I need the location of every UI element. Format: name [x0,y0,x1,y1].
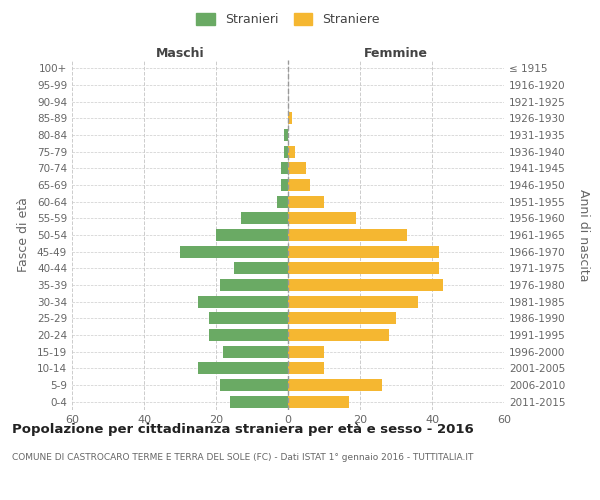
Bar [220,379,288,391]
Legend: Stranieri, Straniere: Stranieri, Straniere [193,8,383,30]
Bar [288,312,396,324]
Bar [288,379,382,391]
Bar [209,312,288,324]
Bar [277,196,288,207]
Bar [288,362,324,374]
Bar [223,346,288,358]
Bar [288,146,295,158]
Bar [288,262,439,274]
Bar [281,179,288,191]
Bar [288,296,418,308]
Bar [216,229,288,241]
Bar [288,396,349,407]
Bar [209,329,288,341]
Bar [288,229,407,241]
Bar [198,296,288,308]
Text: Femmine: Femmine [364,47,428,60]
Text: Popolazione per cittadinanza straniera per età e sesso - 2016: Popolazione per cittadinanza straniera p… [12,422,474,436]
Y-axis label: Anni di nascita: Anni di nascita [577,188,590,281]
Bar [230,396,288,407]
Bar [284,129,288,141]
Bar [288,246,439,258]
Bar [288,112,292,124]
Bar [284,146,288,158]
Bar [288,162,306,174]
Text: Maschi: Maschi [155,47,205,60]
Bar [288,279,443,291]
Bar [281,162,288,174]
Bar [288,346,324,358]
Bar [288,212,356,224]
Bar [198,362,288,374]
Bar [288,196,324,207]
Text: COMUNE DI CASTROCARO TERME E TERRA DEL SOLE (FC) - Dati ISTAT 1° gennaio 2016 - : COMUNE DI CASTROCARO TERME E TERRA DEL S… [12,452,473,462]
Bar [288,179,310,191]
Bar [180,246,288,258]
Bar [234,262,288,274]
Bar [241,212,288,224]
Y-axis label: Fasce di età: Fasce di età [17,198,30,272]
Bar [220,279,288,291]
Bar [288,329,389,341]
